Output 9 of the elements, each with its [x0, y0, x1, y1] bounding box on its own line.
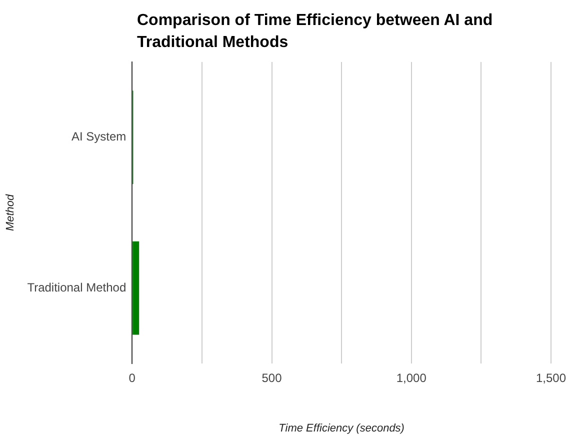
- x-tick-label: 1,500: [536, 370, 566, 385]
- y-tick-label: AI System: [71, 130, 126, 144]
- y-tick-label: Traditional Method: [27, 280, 126, 294]
- x-tick-label: 0: [128, 370, 136, 385]
- x-tick-label: 1,000: [396, 370, 427, 385]
- chart-title: Comparison of Time Efficiency between AI and Traditional Methods: [137, 11, 494, 53]
- y-axis-title: Method: [4, 193, 17, 232]
- x-tick-label: 500: [262, 370, 282, 385]
- x-axis-title: Time Efficiency (seconds): [278, 422, 405, 434]
